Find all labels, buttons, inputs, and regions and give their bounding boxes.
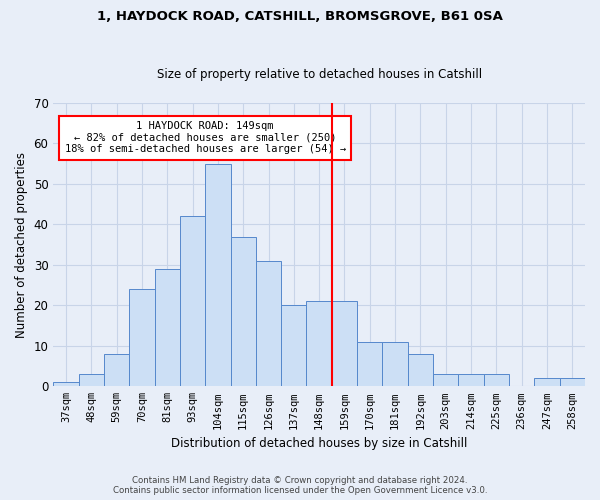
Bar [484, 374, 509, 386]
Bar [230, 236, 256, 386]
Bar [307, 302, 332, 386]
Text: 1, HAYDOCK ROAD, CATSHILL, BROMSGROVE, B61 0SA: 1, HAYDOCK ROAD, CATSHILL, BROMSGROVE, B… [97, 10, 503, 23]
Bar [433, 374, 458, 386]
Bar [560, 378, 585, 386]
Bar [408, 354, 433, 386]
Bar [155, 269, 180, 386]
Bar [53, 382, 79, 386]
Title: Size of property relative to detached houses in Catshill: Size of property relative to detached ho… [157, 68, 482, 81]
Bar [180, 216, 205, 386]
X-axis label: Distribution of detached houses by size in Catshill: Distribution of detached houses by size … [171, 437, 467, 450]
Bar [104, 354, 129, 386]
Bar [332, 302, 357, 386]
Bar [79, 374, 104, 386]
Text: 1 HAYDOCK ROAD: 149sqm
← 82% of detached houses are smaller (250)
18% of semi-de: 1 HAYDOCK ROAD: 149sqm ← 82% of detached… [65, 121, 346, 154]
Bar [281, 306, 307, 386]
Bar [129, 289, 155, 386]
Bar [256, 261, 281, 386]
Bar [205, 164, 230, 386]
Bar [535, 378, 560, 386]
Bar [382, 342, 408, 386]
Text: Contains HM Land Registry data © Crown copyright and database right 2024.
Contai: Contains HM Land Registry data © Crown c… [113, 476, 487, 495]
Bar [357, 342, 382, 386]
Y-axis label: Number of detached properties: Number of detached properties [15, 152, 28, 338]
Bar [458, 374, 484, 386]
